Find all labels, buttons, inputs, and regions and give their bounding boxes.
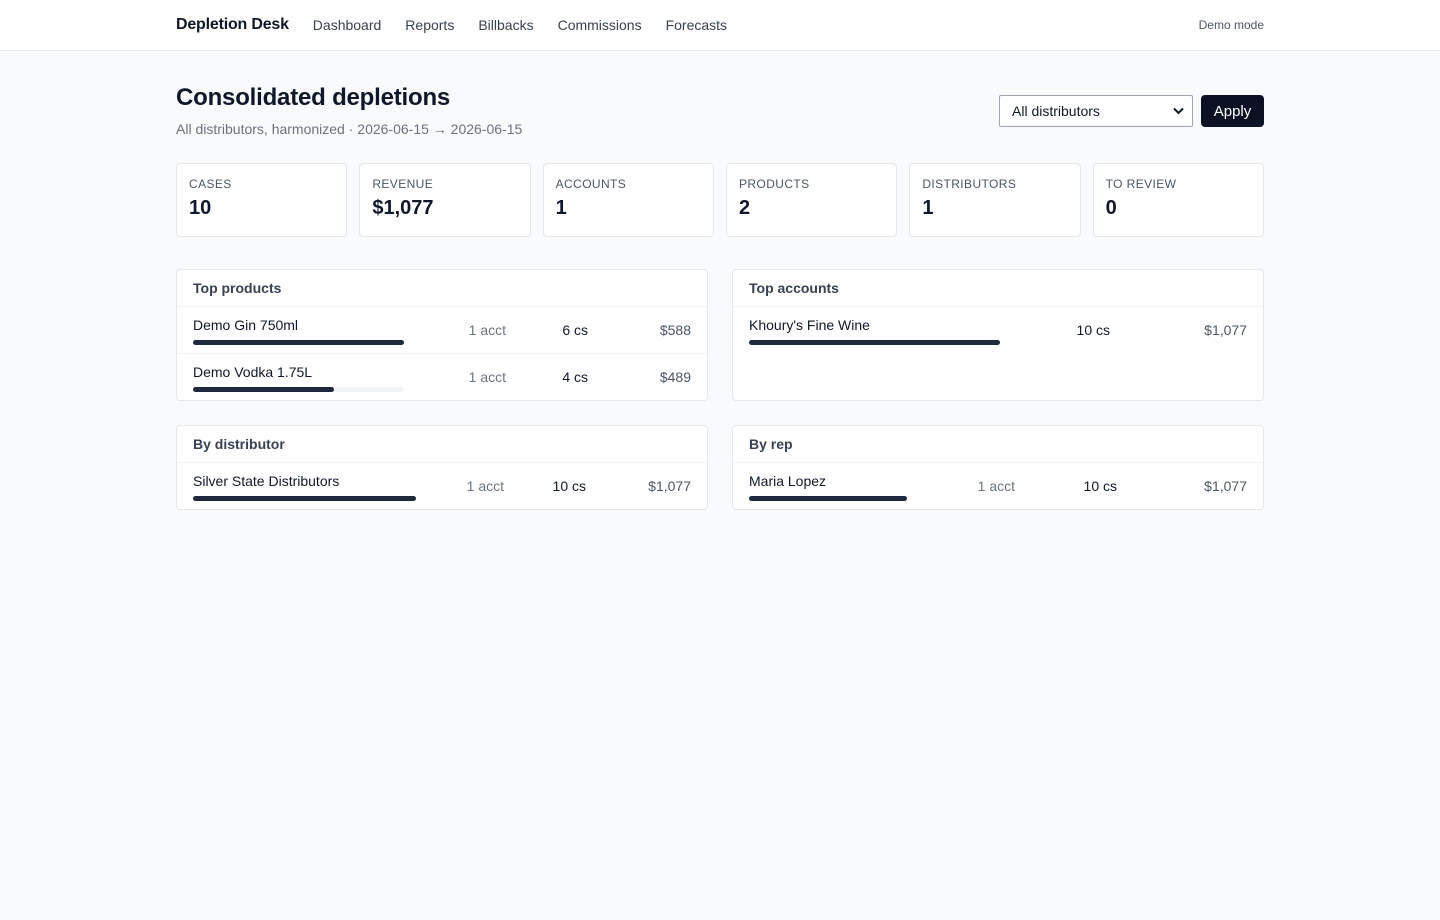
demo-mode-label: Demo mode — [1198, 18, 1264, 32]
list-item[interactable]: Demo Vodka 1.75L 1 acct 4 cs $489 — [177, 354, 707, 400]
list-item[interactable]: Maria Lopez 1 acct 10 cs $1,077 — [733, 463, 1263, 509]
nav-billbacks[interactable]: Billbacks — [478, 17, 534, 33]
share-bar-fill — [749, 496, 907, 501]
account-count: 1 acct — [977, 478, 1015, 494]
nav-commissions[interactable]: Commissions — [557, 17, 642, 33]
distributor-select-value: All distributors — [1012, 103, 1100, 119]
revenue-value: $1,077 — [1204, 322, 1247, 338]
top-navigation-bar: Depletion Desk Dashboard Reports Billbac… — [0, 0, 1440, 51]
nav-forecasts[interactable]: Forecasts — [665, 17, 728, 33]
kpi-label: Distributors — [922, 177, 1017, 191]
top-navigation-inner: Depletion Desk Dashboard Reports Billbac… — [176, 0, 1264, 50]
kpi-value: $1,077 — [372, 197, 434, 219]
panel-title: By rep — [733, 426, 1263, 463]
distributor-select[interactable]: All distributors — [999, 95, 1193, 127]
kpi-value: 1 — [922, 197, 934, 219]
share-bar — [749, 496, 907, 501]
kpi-label: Revenue — [372, 177, 434, 191]
account-count: 1 acct — [466, 478, 504, 494]
kpi-label: Accounts — [555, 177, 627, 191]
list-item[interactable]: Demo Gin 750ml 1 acct 6 cs $588 — [177, 307, 707, 354]
rep-name: Maria Lopez — [749, 473, 827, 489]
by-rep-panel: By rep Maria Lopez 1 acct 10 cs $1,077 — [732, 425, 1264, 510]
kpi-label: Products — [738, 177, 810, 191]
case-count: 4 cs — [562, 369, 588, 385]
by-distributor-panel: By distributor Silver State Distributors… — [176, 425, 708, 510]
share-bar — [193, 496, 416, 501]
account-count: 1 acct — [468, 369, 506, 385]
kpi-card-revenue: Revenue $1,077 — [359, 163, 531, 237]
main-nav: Dashboard Reports Billbacks Commissions … — [313, 17, 727, 33]
account-count: 1 acct — [468, 322, 506, 338]
kpi-label: Cases — [189, 177, 232, 191]
panel-title: By distributor — [177, 426, 707, 463]
list-item[interactable]: Silver State Distributors 1 acct 10 cs $… — [177, 463, 707, 509]
brand-logo[interactable]: Depletion Desk — [176, 16, 289, 33]
revenue-value: $588 — [659, 322, 691, 338]
revenue-value: $1,077 — [1204, 478, 1247, 494]
case-count: 6 cs — [562, 322, 588, 338]
kpi-card-products: Products 2 — [725, 163, 898, 237]
page-subtitle: All distributors, harmonized · 2026-06-1… — [176, 121, 523, 137]
product-name: Demo Vodka 1.75L — [193, 364, 313, 380]
kpi-card-accounts: Accounts 1 — [542, 163, 714, 237]
distributor-name: Silver State Distributors — [193, 473, 340, 489]
top-accounts-panel: Top accounts Khoury's Fine Wine 10 cs $1… — [732, 269, 1264, 401]
top-products-panel: Top products Demo Gin 750ml 1 acct 6 cs … — [176, 269, 708, 401]
chevron-down-icon — [1173, 107, 1184, 115]
kpi-row: Cases 10 Revenue $1,077 Accounts 1 Produ… — [176, 163, 1264, 237]
apply-button[interactable]: Apply — [1201, 95, 1264, 127]
revenue-value: $489 — [659, 369, 691, 385]
kpi-value: 10 — [189, 197, 212, 219]
nav-reports[interactable]: Reports — [405, 17, 455, 33]
account-name: Khoury's Fine Wine — [749, 317, 870, 333]
nav-dashboard[interactable]: Dashboard — [312, 17, 382, 33]
revenue-value: $1,077 — [648, 478, 691, 494]
case-count: 10 cs — [1083, 478, 1117, 494]
kpi-value: 1 — [555, 197, 567, 219]
share-bar-fill — [193, 387, 335, 392]
kpi-value: 2 — [738, 197, 751, 219]
case-count: 10 cs — [1076, 322, 1110, 338]
share-bar — [193, 340, 404, 345]
panel-title: Top products — [177, 270, 707, 307]
list-item[interactable]: Khoury's Fine Wine 10 cs $1,077 — [733, 307, 1263, 354]
share-bar — [749, 340, 1000, 345]
case-count: 10 cs — [552, 478, 586, 494]
product-name: Demo Gin 750ml — [193, 317, 299, 333]
panel-title: Top accounts — [733, 270, 1263, 307]
share-bar-fill — [193, 496, 416, 501]
kpi-card-cases: Cases 10 — [176, 163, 348, 237]
kpi-card-to-review: To review 0 — [1092, 163, 1264, 237]
share-bar-fill — [749, 340, 1000, 345]
kpi-value: 0 — [1105, 197, 1117, 219]
kpi-card-distributors: Distributors 1 — [909, 163, 1081, 237]
share-bar-fill — [193, 340, 404, 345]
kpi-label: To review — [1105, 177, 1177, 191]
share-bar — [193, 387, 404, 392]
page-title: Consolidated depletions — [176, 84, 451, 111]
